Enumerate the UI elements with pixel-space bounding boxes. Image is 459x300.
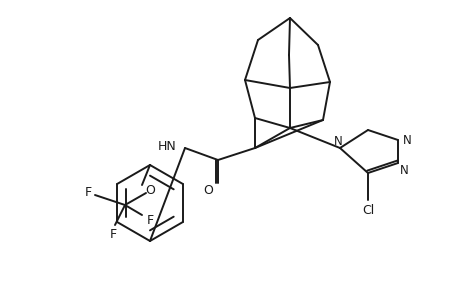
Text: HN: HN bbox=[158, 140, 177, 152]
Text: N: N bbox=[402, 134, 410, 146]
Text: F: F bbox=[84, 185, 91, 199]
Text: Cl: Cl bbox=[361, 203, 373, 217]
Text: F: F bbox=[109, 227, 116, 241]
Text: F: F bbox=[146, 214, 153, 226]
Text: O: O bbox=[145, 184, 155, 196]
Text: N: N bbox=[399, 164, 408, 176]
Text: N: N bbox=[333, 134, 341, 148]
Text: O: O bbox=[202, 184, 213, 197]
